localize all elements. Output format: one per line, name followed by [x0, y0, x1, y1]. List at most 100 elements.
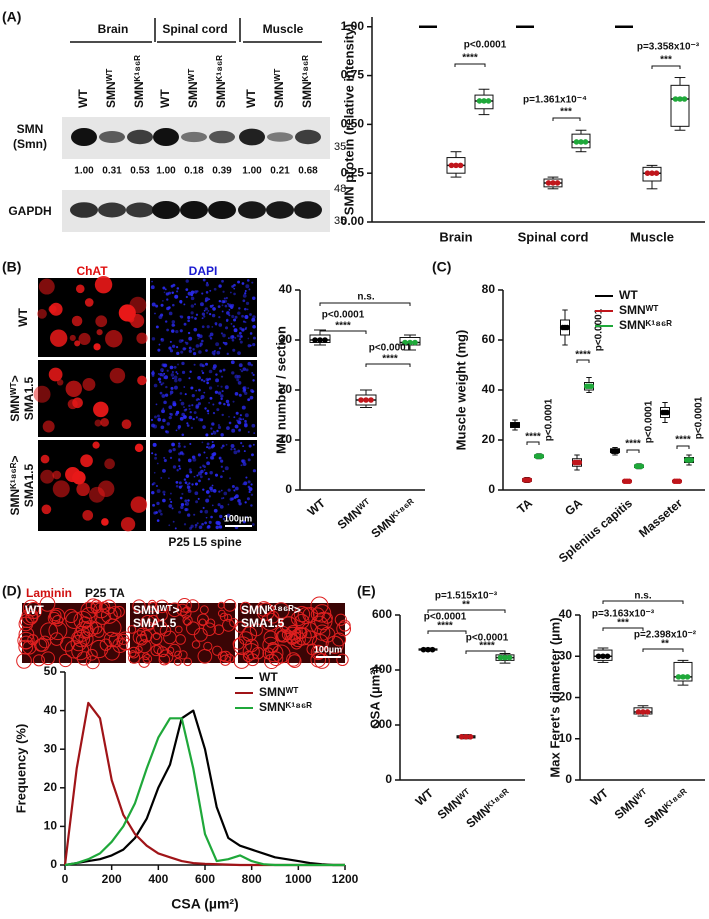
- nucleus: [242, 386, 246, 390]
- marker: 48: [334, 183, 346, 195]
- nucleus: [204, 299, 208, 303]
- nucleus: [152, 442, 157, 447]
- nucleus: [228, 314, 231, 317]
- fiber: [239, 601, 252, 614]
- nucleus: [172, 465, 177, 469]
- nucleus: [181, 370, 186, 374]
- nucleus: [239, 368, 242, 371]
- bracket: [626, 449, 640, 453]
- nucleus: [153, 383, 158, 388]
- annotation: **: [661, 639, 669, 650]
- fiber: [90, 599, 103, 611]
- legend-label: SMNᵂᵀ: [619, 303, 658, 317]
- nucleus: [193, 475, 196, 478]
- y-tick-label: 60: [482, 332, 496, 346]
- tissue-label: Brain: [98, 22, 129, 36]
- fiber: [314, 611, 333, 631]
- nucleus: [168, 291, 172, 295]
- nucleus: [210, 515, 213, 519]
- nucleus: [206, 442, 210, 446]
- nucleus: [237, 420, 242, 425]
- fiber: [290, 611, 306, 627]
- y-axis-title: MN number / section: [273, 326, 288, 454]
- nucleus: [176, 351, 180, 356]
- nucleus: [242, 299, 246, 303]
- band: [209, 130, 235, 144]
- y-tick-label: 30: [559, 648, 573, 662]
- nucleus: [237, 381, 242, 385]
- y-tick-label: 40: [279, 282, 293, 296]
- nucleus: [220, 459, 224, 463]
- point: [653, 170, 660, 176]
- nucleus: [199, 475, 203, 479]
- nucleus: [169, 349, 174, 353]
- nucleus: [208, 334, 212, 338]
- nucleus: [212, 430, 215, 433]
- lane-label: WT: [158, 89, 172, 108]
- nucleus: [240, 335, 243, 338]
- nucleus: [224, 466, 229, 471]
- nucleus: [151, 302, 156, 307]
- point: [420, 646, 427, 653]
- nucleus: [189, 370, 192, 373]
- band: [70, 202, 98, 218]
- nucleus: [245, 476, 248, 479]
- fiber: [38, 635, 52, 649]
- nucleus: [186, 485, 191, 489]
- nucleus: [231, 338, 235, 342]
- nucleus: [206, 381, 209, 385]
- nucleus: [199, 344, 202, 348]
- fiber: [82, 620, 99, 637]
- band: [126, 202, 154, 218]
- nucleus: [226, 320, 229, 323]
- point: [680, 674, 686, 680]
- fiber: [85, 598, 101, 614]
- band: [267, 132, 293, 142]
- nucleus: [199, 302, 204, 307]
- nucleus: [222, 368, 226, 372]
- nucleus: [169, 390, 174, 395]
- nucleus: [207, 412, 210, 415]
- nucleus: [243, 307, 247, 311]
- fiber: [191, 640, 201, 649]
- nucleus: [163, 376, 166, 380]
- fiber: [205, 618, 216, 628]
- nucleus: [206, 461, 211, 466]
- nucleus: [157, 372, 160, 375]
- nucleus: [205, 349, 208, 352]
- nucleus: [247, 344, 251, 348]
- nucleus: [228, 421, 232, 425]
- nucleus: [188, 377, 191, 380]
- lane-label: SMNᴷ¹⁸⁶ᴿ: [300, 55, 314, 108]
- fiber: [142, 652, 150, 661]
- nucleus: [216, 429, 219, 433]
- nucleus: [237, 311, 241, 315]
- annotation: ***: [660, 55, 672, 66]
- annotation: p=3.358x10⁻³: [637, 42, 700, 53]
- nucleus: [184, 481, 188, 484]
- nucleus: [217, 424, 220, 427]
- nucleus: [211, 325, 214, 328]
- fiber: [310, 596, 329, 615]
- y-tick-label: 400: [372, 662, 392, 676]
- nucleus: [185, 507, 189, 512]
- nucleus: [229, 291, 232, 294]
- nucleus: [237, 449, 241, 453]
- nucleus: [201, 317, 204, 320]
- nucleus: [211, 441, 214, 443]
- bracket: [552, 117, 581, 121]
- nucleus: [233, 447, 236, 451]
- nucleus: [211, 444, 216, 448]
- quant: 0.53: [130, 166, 150, 177]
- bracket: [676, 445, 690, 449]
- nucleus: [251, 317, 256, 322]
- annotation: p=3.163x10⁻³: [592, 609, 655, 620]
- fiber: [217, 601, 225, 609]
- nucleus: [156, 519, 160, 522]
- nucleus: [201, 339, 204, 343]
- nucleus: [220, 385, 223, 388]
- nucleus: [252, 343, 256, 347]
- nucleus: [157, 378, 160, 381]
- nucleus: [183, 408, 187, 412]
- band: [239, 128, 265, 146]
